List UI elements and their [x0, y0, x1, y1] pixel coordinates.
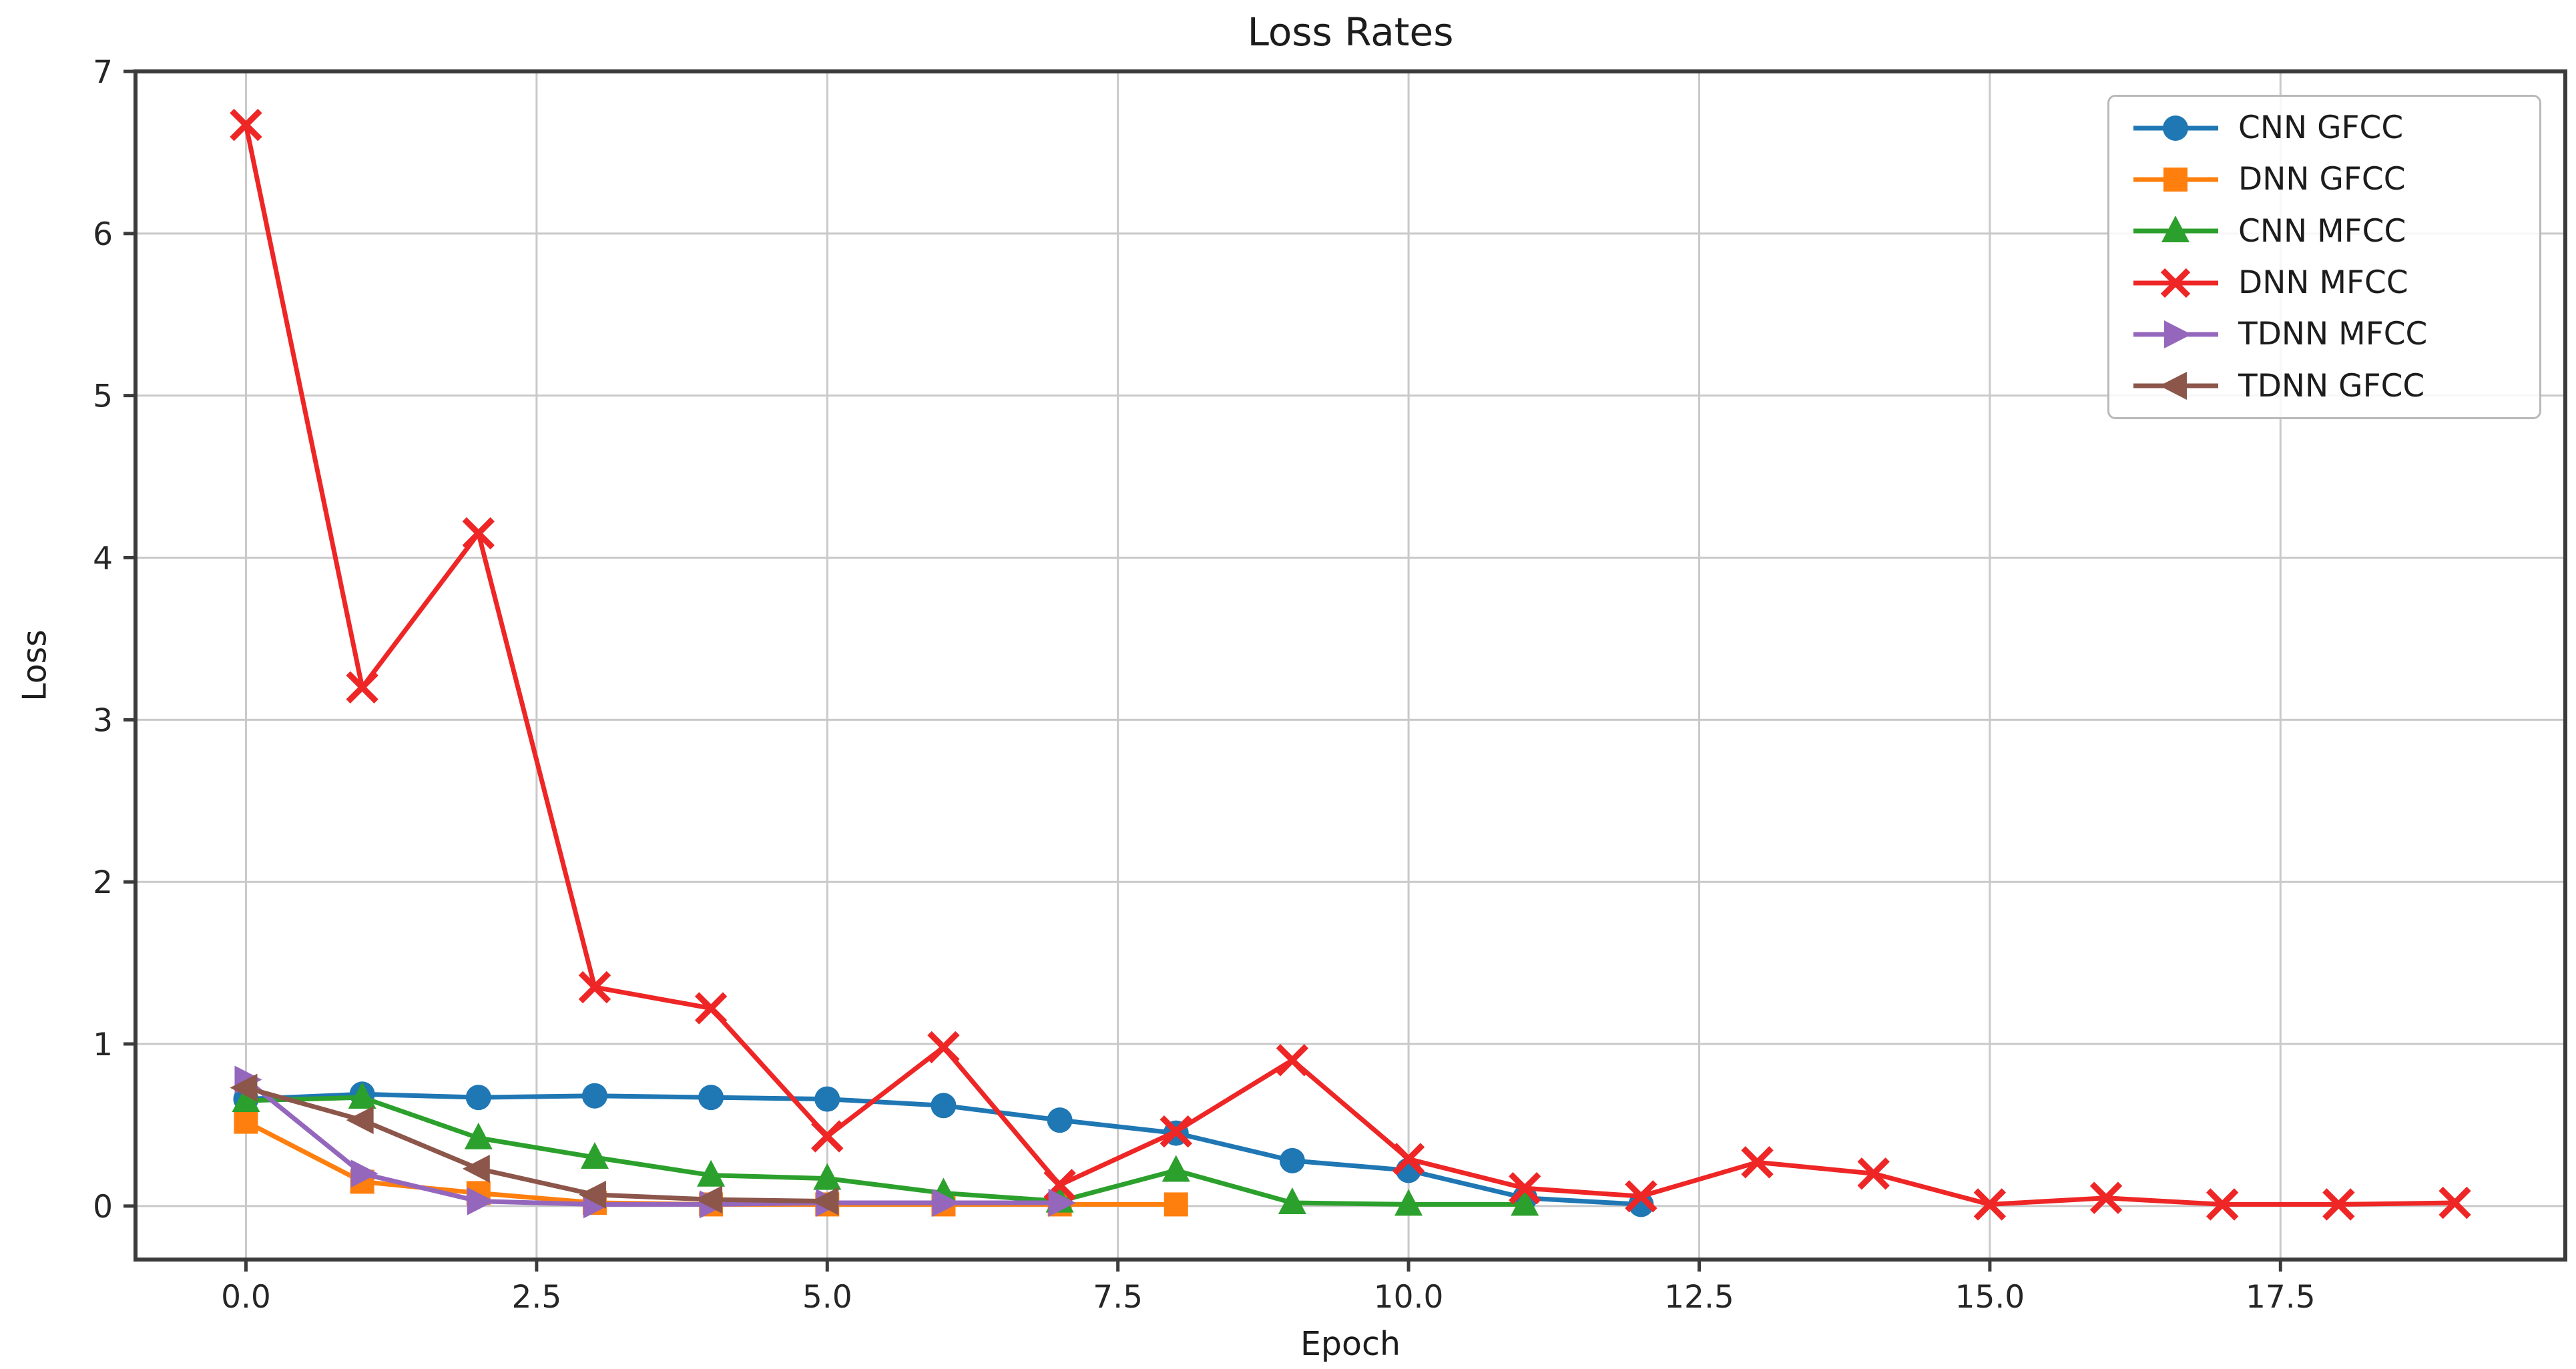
- y-tick-label: 6: [93, 216, 113, 253]
- legend-item-cnn-gfcc: CNN GFCC: [2109, 103, 2539, 153]
- series-dnn-mfcc-marker: [1857, 1157, 1890, 1190]
- legend-item-dnn-gfcc: DNN GFCC: [2109, 155, 2539, 204]
- series-cnn-gfcc-marker: [465, 1085, 491, 1111]
- y-tick-label: 5: [93, 378, 113, 415]
- series-tdnn-mfcc-marker: [350, 1159, 378, 1188]
- series-dnn-mfcc-marker: [1276, 1044, 1309, 1077]
- series-cnn-gfcc-marker: [581, 1083, 607, 1109]
- series-tdnn-gfcc-marker: [811, 1187, 839, 1215]
- series-cnn-mfcc-marker: [1511, 1189, 1539, 1216]
- series-dnn-mfcc-marker: [1741, 1146, 1774, 1179]
- series-dnn-mfcc-marker: [2322, 1188, 2355, 1221]
- x-tick-label: 0.0: [221, 1279, 271, 1316]
- legend-label: TDNN GFCC: [2238, 367, 2425, 404]
- series-cnn-mfcc-marker: [1278, 1187, 1306, 1215]
- square-icon: [2133, 167, 2218, 192]
- series-cnn-gfcc-marker: [1047, 1107, 1073, 1133]
- triangle-right-icon: [2133, 320, 2218, 348]
- series-dnn-mfcc-marker: [1392, 1143, 1425, 1175]
- legend-label: CNN MFCC: [2238, 212, 2406, 250]
- series-cnn-mfcc-marker: [580, 1142, 609, 1169]
- triangle-up-icon: [2133, 216, 2218, 243]
- y-axis-label: Loss: [15, 629, 54, 702]
- legend-label: TDNN MFCC: [2238, 316, 2428, 353]
- series-dnn-mfcc-marker: [1973, 1188, 2007, 1221]
- x-tick-label: 12.5: [1664, 1279, 1734, 1316]
- legend-item-tdnn-mfcc: TDNN MFCC: [2109, 310, 2539, 359]
- series-tdnn-mfcc-marker: [467, 1187, 495, 1215]
- legend-label: DNN GFCC: [2238, 161, 2406, 198]
- series-dnn-mfcc-marker: [462, 517, 495, 550]
- series-line-tdnn-mfcc: [244, 1077, 1060, 1207]
- series-cnn-mfcc-marker: [697, 1159, 726, 1187]
- series-dnn-gfcc-marker: [1164, 1192, 1188, 1217]
- series-dnn-mfcc-marker: [230, 108, 262, 142]
- series-dnn-mfcc-marker: [2438, 1186, 2471, 1219]
- x-tick-label: 10.0: [1374, 1279, 1444, 1316]
- series-tdnn-gfcc-marker: [695, 1185, 723, 1214]
- series-dnn-mfcc-marker: [578, 971, 611, 1004]
- series-dnn-mfcc-marker: [694, 992, 728, 1025]
- y-tick-label: 2: [93, 864, 113, 901]
- triangle-left-icon: [2133, 372, 2218, 400]
- y-tick-label: 3: [93, 702, 113, 739]
- series-line-cnn-mfcc: [246, 1095, 1525, 1207]
- series-cnn-gfcc-marker: [931, 1093, 957, 1119]
- series-cnn-gfcc-marker: [698, 1085, 724, 1111]
- series-cnn-gfcc-marker: [814, 1086, 840, 1112]
- x-tick-label: 2.5: [511, 1279, 561, 1316]
- series-tdnn-gfcc-marker: [462, 1155, 490, 1183]
- series-dnn-mfcc-marker: [2206, 1188, 2239, 1221]
- series-dnn-mfcc-marker: [1160, 1115, 1192, 1148]
- series-tdnn-mfcc-marker: [1048, 1189, 1076, 1217]
- x-tick-label: 15.0: [1955, 1279, 2025, 1316]
- x-axis-label: Epoch: [1300, 1325, 1401, 1363]
- y-tick-label: 4: [93, 541, 113, 577]
- x-tick-label: 5.0: [802, 1279, 852, 1316]
- series-cnn-mfcc-marker: [464, 1122, 493, 1149]
- series-dnn-mfcc-marker: [2089, 1181, 2123, 1214]
- series-dnn-mfcc-marker: [1509, 1171, 1541, 1205]
- series-tdnn-gfcc-marker: [230, 1073, 258, 1102]
- series-dnn-mfcc-marker: [346, 671, 378, 704]
- series-dnn-mfcc-marker: [927, 1031, 960, 1064]
- x-tick-label: 7.5: [1093, 1279, 1143, 1316]
- chart-title: Loss Rates: [1247, 9, 1454, 55]
- y-tick-label: 0: [93, 1189, 113, 1225]
- series-cnn-mfcc-marker: [232, 1085, 260, 1113]
- series-dnn-mfcc-marker: [811, 1120, 844, 1153]
- y-tick-label: 7: [93, 54, 113, 91]
- series-line-tdnn-gfcc: [245, 1085, 828, 1204]
- x-tick-label: 17.5: [2246, 1279, 2316, 1316]
- legend-item-tdnn-gfcc: TDNN GFCC: [2109, 361, 2539, 410]
- series-dnn-mfcc-marker: [1625, 1180, 1657, 1213]
- series-cnn-mfcc-marker: [348, 1082, 376, 1109]
- series-cnn-mfcc-marker: [1162, 1155, 1190, 1182]
- series-tdnn-gfcc-marker: [578, 1180, 606, 1209]
- series-cnn-gfcc-marker: [1279, 1147, 1305, 1173]
- legend-item-cnn-mfcc: CNN MFCC: [2109, 206, 2539, 256]
- legend-label: CNN GFCC: [2238, 109, 2404, 147]
- series-cnn-mfcc-marker: [1394, 1189, 1423, 1216]
- x-icon: [2133, 268, 2218, 298]
- series-tdnn-mfcc-marker: [932, 1189, 960, 1217]
- legend-label: DNN MFCC: [2238, 264, 2408, 302]
- circle-icon: [2133, 115, 2218, 141]
- series-tdnn-gfcc-marker: [346, 1106, 374, 1135]
- legend: CNN GFCC DNN GFCC CNN MFCC DNN MFCC TDNN MFC…: [2107, 95, 2541, 419]
- series-dnn-gfcc-marker: [234, 1109, 258, 1134]
- legend-item-dnn-mfcc: DNN MFCC: [2109, 258, 2539, 308]
- series-cnn-mfcc-marker: [813, 1163, 842, 1190]
- axes-spines: [134, 69, 2567, 1262]
- series-line-dnn-mfcc: [244, 124, 2455, 1207]
- y-tick-label: 1: [93, 1027, 113, 1063]
